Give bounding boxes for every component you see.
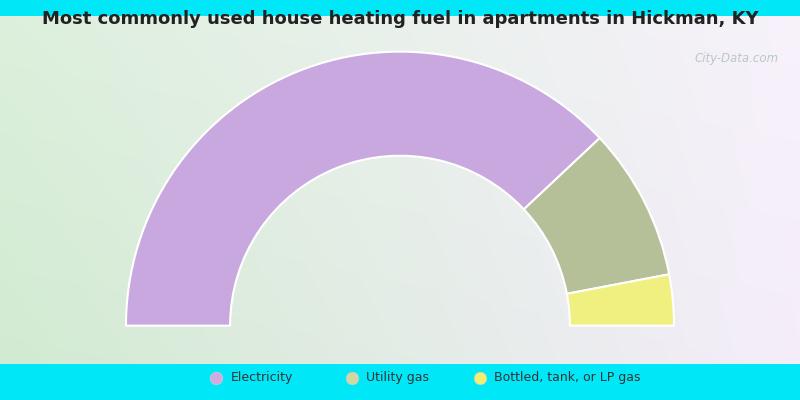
Text: Most commonly used house heating fuel in apartments in Hickman, KY: Most commonly used house heating fuel in… xyxy=(42,10,758,28)
Text: City-Data.com: City-Data.com xyxy=(694,52,778,65)
Text: Bottled, tank, or LP gas: Bottled, tank, or LP gas xyxy=(494,372,641,384)
Wedge shape xyxy=(126,52,600,326)
Wedge shape xyxy=(567,274,674,326)
Wedge shape xyxy=(524,138,669,294)
Text: Electricity: Electricity xyxy=(230,372,293,384)
Text: Utility gas: Utility gas xyxy=(366,372,430,384)
